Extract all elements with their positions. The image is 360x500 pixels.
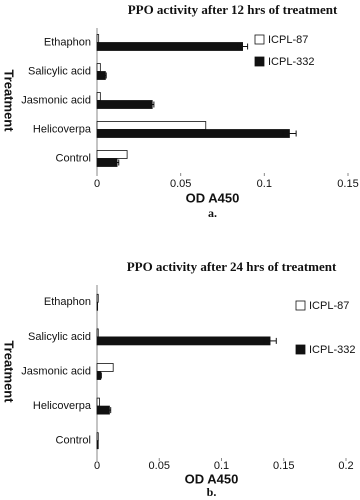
bar — [96, 432, 99, 442]
error-bar — [237, 43, 249, 50]
y-tick-label: Salicylic acid — [28, 331, 91, 343]
error-bar — [107, 407, 112, 414]
bar — [96, 440, 99, 450]
error-bar — [282, 130, 297, 137]
bar — [96, 158, 118, 167]
caption: a. — [208, 206, 217, 220]
x-tick-label: 0 — [94, 178, 100, 190]
x-tick-label: 0.15 — [337, 178, 358, 190]
bar — [96, 129, 290, 138]
x-tick-label: 0.1 — [257, 178, 272, 190]
bar — [96, 100, 153, 109]
bar — [96, 121, 207, 130]
x-tick-label: 0.15 — [273, 460, 294, 472]
legend-label: ICPL-332 — [309, 344, 355, 356]
bar — [96, 328, 99, 338]
x-axis-label: OD A450 — [185, 471, 239, 486]
chart-title: PPO activity after 24 hrs of treatment — [127, 259, 337, 274]
error-bar — [114, 159, 120, 166]
legend-swatch — [295, 300, 306, 311]
chart-title: PPO activity after 12 hrs of treatment — [128, 2, 338, 17]
legend-swatch — [254, 56, 265, 67]
legend-label: ICPL-87 — [268, 34, 308, 46]
legend-swatch — [295, 344, 306, 355]
y-tick-label: Ethaphon — [44, 296, 91, 308]
x-tick-label: 0.1 — [214, 460, 229, 472]
error-bar — [99, 372, 102, 379]
bar — [96, 63, 101, 72]
bar — [96, 34, 100, 43]
x-tick-label: 0.05 — [170, 178, 191, 190]
y-tick-label: Jasmonic acid — [21, 94, 91, 106]
bar — [96, 405, 110, 415]
y-tick-label: Jasmonic acid — [21, 365, 91, 377]
bar — [96, 397, 100, 407]
legend-swatch — [254, 34, 265, 45]
error-bar — [263, 337, 277, 344]
y-tick-label: Helicoverpa — [33, 400, 92, 412]
bar — [96, 92, 101, 101]
y-tick-label: Ethaphon — [44, 36, 91, 48]
y-axis-label: Treatment — [2, 340, 17, 403]
error-bar — [150, 101, 155, 108]
bar — [96, 301, 99, 311]
caption: b. — [207, 485, 217, 499]
bar — [96, 293, 99, 303]
legend-label: ICPL-332 — [268, 56, 314, 68]
x-axis-label: OD A450 — [186, 190, 240, 205]
bar — [96, 150, 128, 159]
bar — [96, 336, 271, 346]
y-tick-label: Control — [56, 152, 91, 164]
y-tick-label: Helicoverpa — [33, 123, 92, 135]
y-axis-label: Treatment — [2, 69, 17, 132]
legend-label: ICPL-87 — [309, 300, 349, 312]
x-tick-label: 0.2 — [338, 460, 353, 472]
bar — [96, 42, 243, 51]
error-bar — [104, 72, 107, 79]
bar — [96, 363, 114, 372]
y-tick-label: Salicylic acid — [28, 65, 91, 77]
x-tick-label: 0 — [94, 460, 100, 472]
x-tick-label: 0.05 — [149, 460, 170, 472]
y-tick-label: Control — [56, 435, 91, 447]
